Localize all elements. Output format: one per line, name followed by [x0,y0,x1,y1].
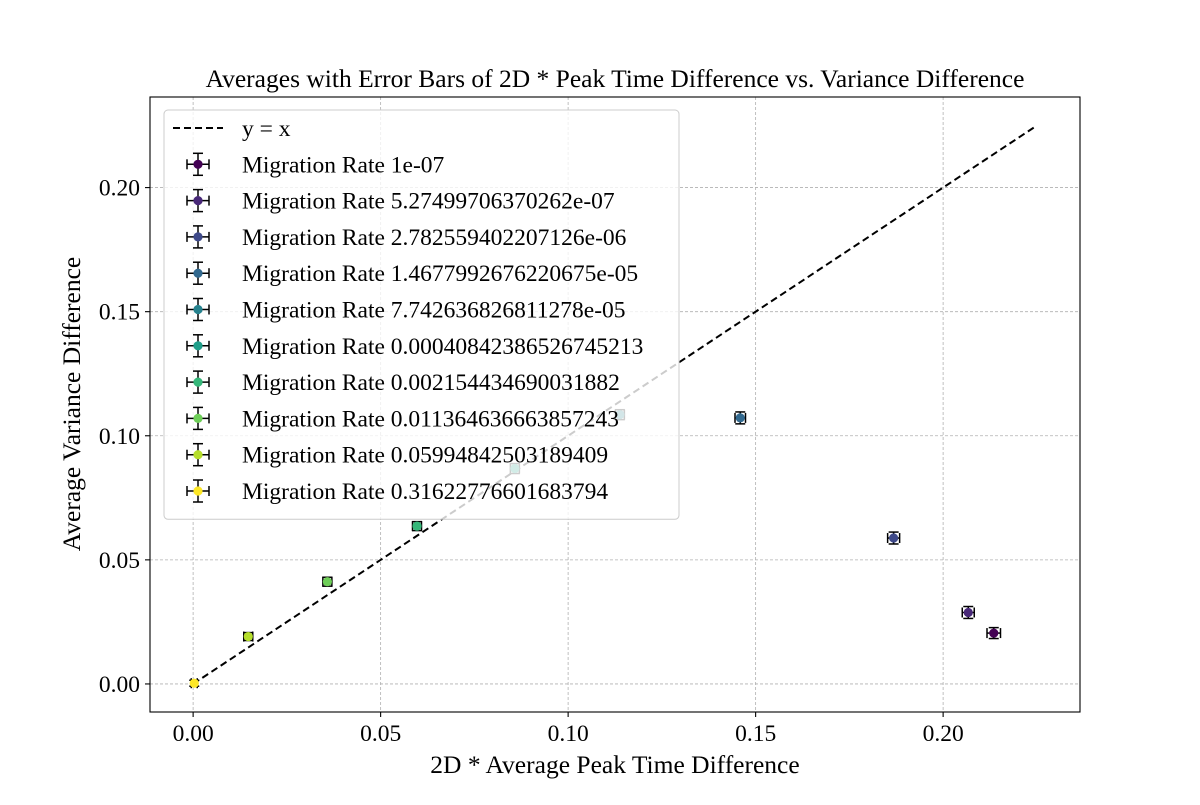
legend-label: Migration Rate 2.782559402207126e-06 [242,225,627,251]
data-point-marker [412,521,422,531]
legend-box [163,109,680,520]
x-tick-label-1: 0.05 [360,721,401,747]
legend-marker [193,450,203,460]
data-point-marker [889,533,899,543]
data-point-9 [243,631,254,642]
legend-entry-4: Migration Rate 1.4677992676220675e-05 [186,261,638,287]
data-point-2 [961,605,975,620]
data-point-1 [986,626,1002,640]
legend-entry-3: Migration Rate 2.782559402207126e-06 [186,225,627,251]
data-point-marker [189,678,199,688]
y-axis-ticks: 0.00 0.05 0.10 0.15 0.20 [99,176,150,698]
legend-marker [193,268,203,278]
x-axis-ticks: 0.00 0.05 0.10 0.15 0.20 [173,712,964,747]
reference-line-layer [192,124,1038,685]
y-axis-label: Average Variance Difference [57,257,86,551]
legend-entry-2: Migration Rate 5.27499706370262e-07 [186,189,615,215]
data-point-8 [322,576,333,587]
y-tick-label-0: 0.00 [99,672,140,698]
legend-marker [193,232,203,242]
legend-entry-1: Migration Rate 1e-07 [186,152,445,178]
legend-label: Migration Rate 5.27499706370262e-07 [242,189,615,215]
legend-label: Migration Rate 0.002154434690031882 [242,370,620,396]
legend-label: Migration Rate 1e-07 [242,152,445,178]
reference-line-y-equals-x [192,124,1038,685]
data-point-marker [989,628,999,638]
legend-entry-7: Migration Rate 0.002154434690031882 [186,370,620,396]
data-point-marker [322,577,332,587]
data-point-marker [243,631,253,642]
y-tick-label-1: 0.05 [99,548,140,574]
legend-marker [193,413,203,423]
legend-entry-9: Migration Rate 0.05994842503189409 [186,443,608,469]
legend-label: Migration Rate 0.05994842503189409 [242,443,608,469]
x-axis-label: 2D * Average Peak Time Difference [430,750,799,779]
legend-marker [193,196,203,206]
legend-label: Migration Rate 0.011364636663857243 [242,406,619,432]
legend-marker [193,486,203,496]
chart-title: Averages with Error Bars of 2D * Peak Ti… [206,64,1025,93]
legend-marker [193,377,203,387]
data-point-marker [963,607,973,618]
legend: y = x Migration Rate 1e-07 Migration Rate … [163,109,680,520]
legend-marker [193,159,203,169]
data-point-7 [411,520,423,532]
y-tick-label-3: 0.15 [99,300,140,326]
legend-label: Migration Rate 0.31622776601683794 [242,479,608,505]
x-tick-label-4: 0.20 [923,721,964,747]
data-point-10 [189,678,200,689]
plot-frame [149,96,1081,713]
legend-label: Migration Rate 7.742636826811278e-05 [242,298,626,324]
legend-label: Migration Rate 0.00040842386526745213 [242,334,643,360]
data-point-4 [734,411,747,425]
x-tick-label-3: 0.15 [735,721,776,747]
legend-entry-6: Migration Rate 0.00040842386526745213 [186,334,643,360]
data-point-3 [886,531,901,545]
legend-entry-reference-line: y = x [173,116,291,142]
legend-entry-8: Migration Rate 0.011364636663857243 [186,406,619,432]
x-tick-label-2: 0.10 [548,721,589,747]
legend-marker [193,341,203,351]
legend-marker [193,304,203,315]
legend-entry-10: Migration Rate 0.31622776601683794 [186,479,608,505]
data-point-marker [735,413,745,423]
y-tick-label-4: 0.20 [99,176,140,202]
x-tick-label-0: 0.00 [173,721,214,747]
legend-label: Migration Rate 1.4677992676220675e-05 [242,261,638,287]
y-tick-label-2: 0.10 [99,424,140,450]
legend-entry-5: Migration Rate 7.742636826811278e-05 [186,298,626,324]
legend-label-reference-line: y = x [242,116,291,142]
